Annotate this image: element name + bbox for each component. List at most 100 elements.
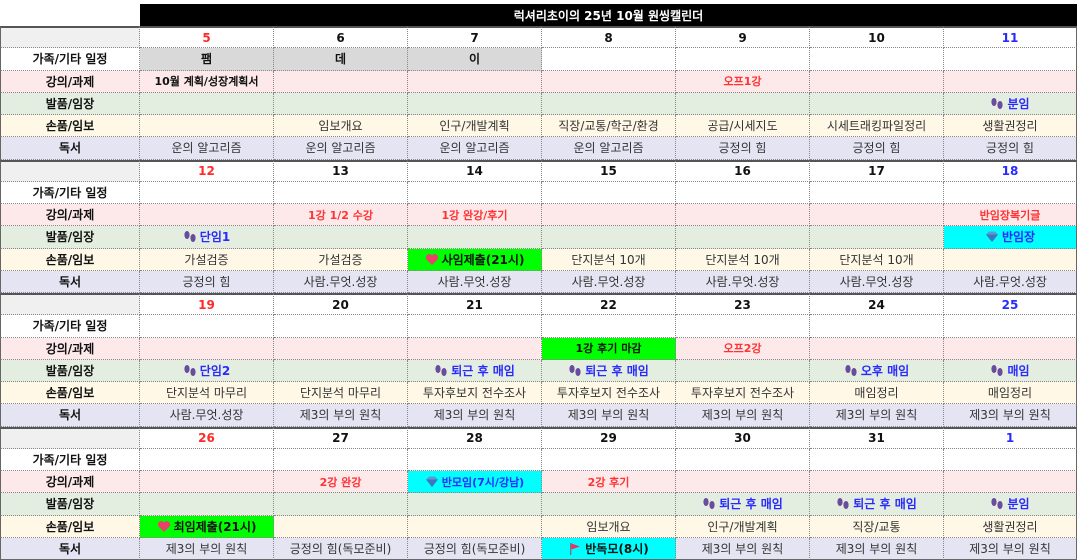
- calendar-cell[interactable]: [810, 226, 944, 249]
- calendar-cell[interactable]: 가설검증: [274, 248, 408, 271]
- calendar-cell[interactable]: [408, 181, 542, 204]
- calendar-cell[interactable]: 제3의 부의 원칙: [810, 537, 944, 560]
- calendar-cell[interactable]: 오후 매임: [810, 359, 944, 382]
- calendar-cell[interactable]: 긍정의 힘(독모준비): [408, 537, 542, 560]
- calendar-cell[interactable]: [274, 448, 408, 471]
- date-cell[interactable]: 23: [676, 293, 810, 316]
- calendar-cell[interactable]: [810, 448, 944, 471]
- calendar-cell[interactable]: [408, 448, 542, 471]
- calendar-cell[interactable]: 사람.무엇.성장: [676, 270, 810, 293]
- calendar-cell[interactable]: [408, 70, 542, 93]
- calendar-cell[interactable]: [140, 115, 274, 138]
- calendar-cell[interactable]: [676, 48, 810, 71]
- calendar-cell[interactable]: 투자후보지 전수조사: [676, 382, 810, 405]
- date-cell[interactable]: 1: [944, 426, 1077, 449]
- calendar-cell[interactable]: 사람.무엇.성장: [408, 270, 542, 293]
- date-cell[interactable]: 11: [944, 26, 1077, 49]
- date-cell[interactable]: 13: [274, 159, 408, 182]
- calendar-cell[interactable]: 1강 완강/후기: [408, 204, 542, 227]
- calendar-cell[interactable]: 2강 후기: [542, 471, 676, 494]
- calendar-cell[interactable]: [408, 337, 542, 360]
- date-cell[interactable]: 16: [676, 159, 810, 182]
- calendar-cell[interactable]: 사임제출(21시): [408, 248, 542, 271]
- calendar-cell[interactable]: 투자후보지 전수조사: [408, 382, 542, 405]
- date-cell[interactable]: 20: [274, 293, 408, 316]
- calendar-cell[interactable]: 퇴근 후 매임: [810, 493, 944, 516]
- calendar-cell[interactable]: [944, 315, 1077, 338]
- calendar-cell[interactable]: [408, 226, 542, 249]
- calendar-cell[interactable]: [676, 181, 810, 204]
- calendar-cell[interactable]: [140, 337, 274, 360]
- calendar-cell[interactable]: 1강 후기 마감: [542, 337, 676, 360]
- calendar-cell[interactable]: 제3의 부의 원칙: [408, 404, 542, 427]
- calendar-cell[interactable]: 단임1: [140, 226, 274, 249]
- calendar-cell[interactable]: [676, 359, 810, 382]
- calendar-cell[interactable]: [408, 493, 542, 516]
- date-cell[interactable]: 7: [408, 26, 542, 49]
- calendar-cell[interactable]: 공급/시세지도: [676, 115, 810, 138]
- calendar-cell[interactable]: [408, 315, 542, 338]
- calendar-cell[interactable]: [944, 248, 1077, 271]
- date-cell[interactable]: 29: [542, 426, 676, 449]
- calendar-cell[interactable]: [274, 226, 408, 249]
- calendar-cell[interactable]: [676, 226, 810, 249]
- date-cell[interactable]: 25: [944, 293, 1077, 316]
- calendar-cell[interactable]: 데: [274, 48, 408, 71]
- date-cell[interactable]: 26: [140, 426, 274, 449]
- calendar-cell[interactable]: [274, 337, 408, 360]
- date-cell[interactable]: 31: [810, 426, 944, 449]
- date-cell[interactable]: 8: [542, 26, 676, 49]
- calendar-cell[interactable]: [140, 471, 274, 494]
- calendar-cell[interactable]: 단지분석 10개: [810, 248, 944, 271]
- date-cell[interactable]: 6: [274, 26, 408, 49]
- calendar-cell[interactable]: 제3의 부의 원칙: [676, 404, 810, 427]
- calendar-cell[interactable]: 퇴근 후 매임: [542, 359, 676, 382]
- calendar-cell[interactable]: 운의 알고리즘: [274, 137, 408, 160]
- date-cell[interactable]: 30: [676, 426, 810, 449]
- calendar-cell[interactable]: 임보개요: [542, 515, 676, 538]
- calendar-cell[interactable]: 매임: [944, 359, 1077, 382]
- calendar-cell[interactable]: 제3의 부의 원칙: [676, 537, 810, 560]
- calendar-cell[interactable]: 분임: [944, 493, 1077, 516]
- calendar-cell[interactable]: [542, 92, 676, 115]
- date-cell[interactable]: 18: [944, 159, 1077, 182]
- calendar-cell[interactable]: 매임정리: [810, 382, 944, 405]
- calendar-cell[interactable]: 반독모(8시): [542, 537, 676, 560]
- calendar-cell[interactable]: 반모임(7시/강남): [408, 471, 542, 494]
- calendar-cell[interactable]: 퇴근 후 매임: [676, 493, 810, 516]
- calendar-cell[interactable]: 긍정의 힘(독모준비): [274, 537, 408, 560]
- calendar-cell[interactable]: [810, 48, 944, 71]
- calendar-cell[interactable]: 단지분석 마무리: [140, 382, 274, 405]
- calendar-cell[interactable]: 사람.무엇.성장: [274, 270, 408, 293]
- calendar-cell[interactable]: 운의 알고리즘: [140, 137, 274, 160]
- calendar-cell[interactable]: [676, 204, 810, 227]
- date-cell[interactable]: 9: [676, 26, 810, 49]
- calendar-cell[interactable]: 긍정의 힘: [944, 137, 1077, 160]
- calendar-cell[interactable]: 1강 1/2 수강: [274, 204, 408, 227]
- date-cell[interactable]: 5: [140, 26, 274, 49]
- date-cell[interactable]: 10: [810, 26, 944, 49]
- calendar-cell[interactable]: [542, 204, 676, 227]
- calendar-cell[interactable]: [944, 337, 1077, 360]
- calendar-cell[interactable]: 긍정의 힘: [676, 137, 810, 160]
- calendar-cell[interactable]: 반임장복기글: [944, 204, 1077, 227]
- date-cell[interactable]: 14: [408, 159, 542, 182]
- calendar-cell[interactable]: 분임: [944, 92, 1077, 115]
- calendar-cell[interactable]: 사람.무엇.성장: [542, 270, 676, 293]
- calendar-cell[interactable]: 임보개요: [274, 115, 408, 138]
- calendar-cell[interactable]: [140, 181, 274, 204]
- date-cell[interactable]: 21: [408, 293, 542, 316]
- calendar-cell[interactable]: 제3의 부의 원칙: [810, 404, 944, 427]
- calendar-cell[interactable]: [944, 448, 1077, 471]
- date-cell[interactable]: 27: [274, 426, 408, 449]
- calendar-cell[interactable]: [810, 92, 944, 115]
- calendar-cell[interactable]: [140, 92, 274, 115]
- calendar-cell[interactable]: 오프1강: [676, 70, 810, 93]
- calendar-cell[interactable]: 이: [408, 48, 542, 71]
- calendar-cell[interactable]: 가설검증: [140, 248, 274, 271]
- calendar-cell[interactable]: 시세트래킹파일정리: [810, 115, 944, 138]
- date-cell[interactable]: 15: [542, 159, 676, 182]
- calendar-cell[interactable]: 단임2: [140, 359, 274, 382]
- calendar-cell[interactable]: 직장/교통: [810, 515, 944, 538]
- calendar-cell[interactable]: 긍정의 힘: [140, 270, 274, 293]
